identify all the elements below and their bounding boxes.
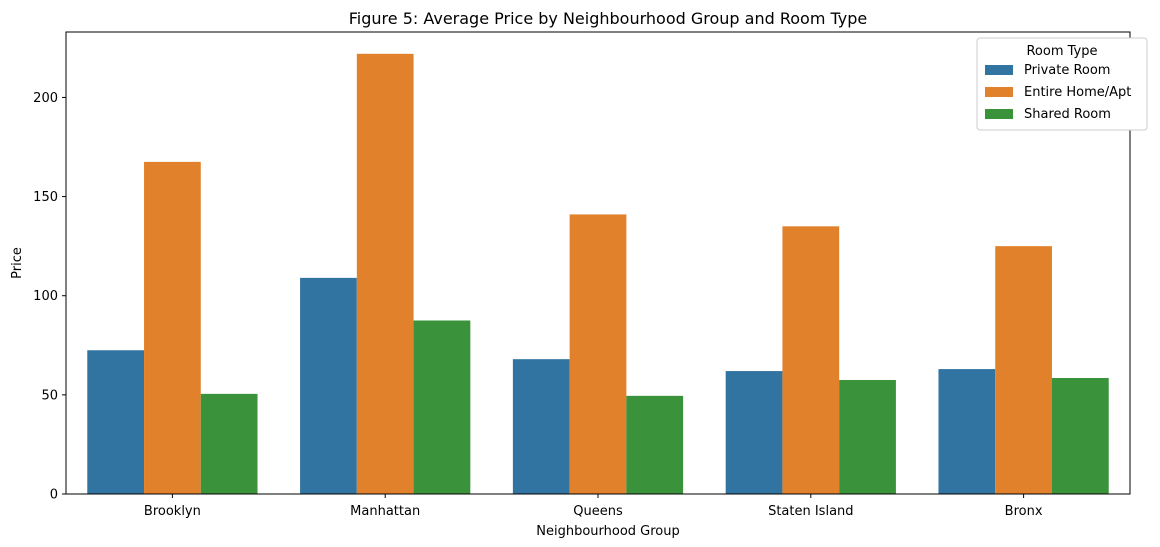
x-axis: Brooklyn Manhattan Queens Staten Island Bron…	[144, 494, 1043, 519]
bar-shared-room-queens	[626, 395, 684, 494]
legend-items: Private Room Entire Home/Apt Shared Room	[985, 63, 1131, 122]
x-tick-label: Staten Island	[768, 504, 853, 519]
bar-entire-home-apt-manhattan	[356, 53, 414, 494]
y-tick-label: 0	[50, 488, 58, 503]
y-tick-label: 200	[33, 91, 58, 106]
bar-shared-room-bronx	[1051, 378, 1109, 494]
bar-private-room-queens	[512, 359, 570, 494]
bar-entire-home-apt-bronx	[995, 246, 1052, 494]
legend-box	[976, 37, 1148, 131]
bar-shared-room-brooklyn	[200, 393, 258, 494]
bar-private-room-manhattan	[300, 277, 357, 494]
bar-shared-room-staten-island	[839, 379, 896, 494]
bar-entire-home-apt-brooklyn	[144, 161, 201, 494]
x-tick-label: Queens	[573, 504, 623, 519]
legend-swatch	[985, 109, 1013, 119]
legend-label: Shared Room	[1024, 107, 1111, 122]
y-tick-label: 50	[41, 388, 58, 403]
legend: Room Type Private Room Entire Home/Apt Sha…	[976, 37, 1148, 131]
chart-title: Figure 5: Average Price by Neighbourhood…	[349, 9, 868, 28]
y-axis: 0 50 100 150 200	[33, 91, 66, 503]
legend-swatch	[985, 65, 1013, 75]
bar-private-room-staten-island	[725, 371, 783, 494]
bar-entire-home-apt-staten-island	[782, 226, 840, 494]
legend-title: Room Type	[1026, 44, 1097, 59]
legend-swatch	[985, 87, 1013, 97]
legend-label: Private Room	[1024, 63, 1110, 78]
bars-layer	[87, 53, 1109, 494]
y-axis-label: Price	[10, 247, 25, 279]
bar-private-room-bronx	[938, 369, 996, 494]
y-tick-label: 150	[33, 190, 58, 205]
bar-entire-home-apt-queens	[569, 214, 627, 494]
bar-private-room-brooklyn	[87, 350, 145, 494]
y-tick-label: 100	[33, 289, 58, 304]
x-tick-label: Manhattan	[350, 504, 420, 519]
bar-shared-room-manhattan	[413, 320, 471, 494]
x-tick-label: Bronx	[1005, 504, 1043, 519]
legend-label: Entire Home/Apt	[1024, 85, 1131, 100]
x-tick-label: Brooklyn	[144, 504, 201, 519]
x-axis-label: Neighbourhood Group	[536, 524, 680, 539]
